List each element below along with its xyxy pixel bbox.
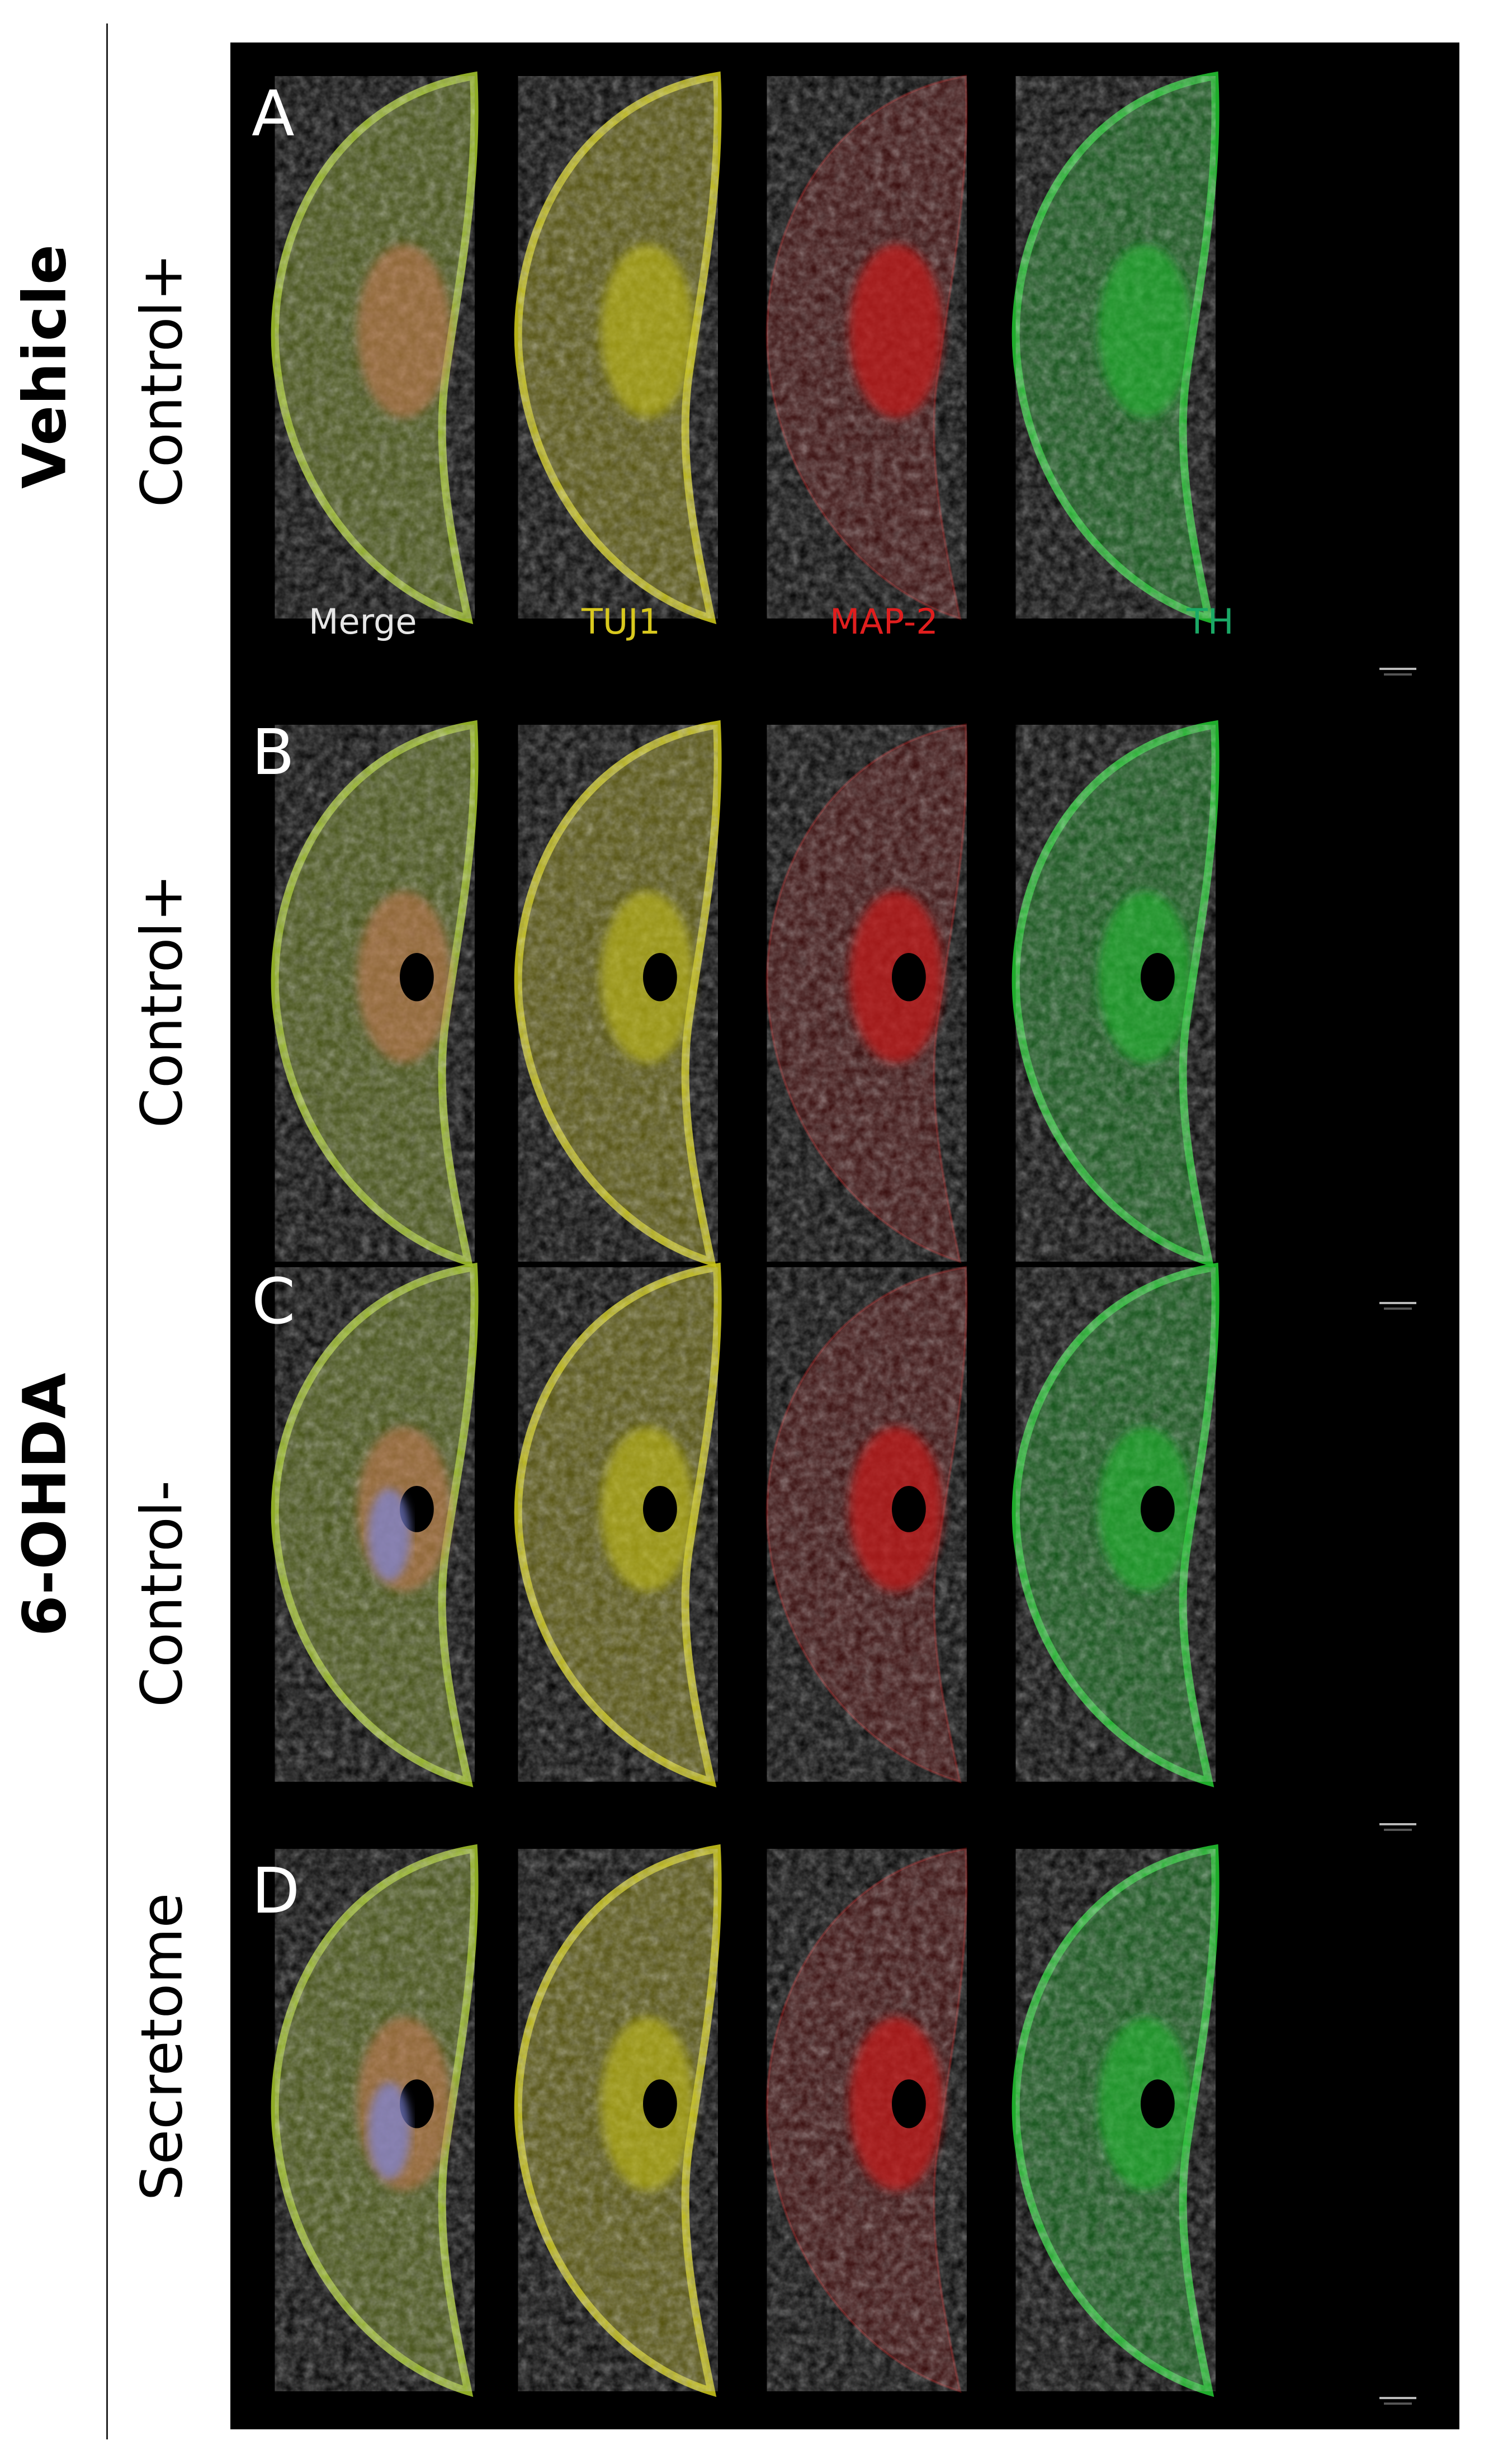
panel-letter-d: D (252, 1855, 300, 1928)
group-label-6-ohda: 6-OHDA (10, 1372, 79, 1637)
row-label-b: Control+ (129, 874, 196, 1129)
tissue-section-a-th (1012, 71, 1220, 625)
channel-label-merge: Merge (309, 601, 417, 642)
tissue-section-b-th (1012, 720, 1220, 1268)
tissue-section-c-map2 (765, 1266, 968, 1783)
tissue-section-d-merge (271, 1844, 479, 2397)
tissue-section-d-map2 (765, 1847, 968, 2393)
tissue-section-d-th (1012, 1844, 1220, 2397)
scale-bar-a (1379, 668, 1416, 676)
tissue-section-c-merge (271, 1262, 479, 1787)
scale-bar-d (1379, 2397, 1416, 2405)
tissue-section-a-tuj1 (514, 71, 722, 625)
panel-letter-a: A (252, 78, 295, 150)
row-label-a: Control+ (129, 253, 196, 508)
vertical-divider (106, 23, 108, 2439)
panel-letter-c: C (252, 1266, 296, 1338)
tissue-section-b-map2 (765, 723, 968, 1263)
tissue-section-a-merge (271, 71, 479, 625)
tissue-section-c-tuj1 (514, 1262, 722, 1787)
scale-bar-c (1379, 1823, 1416, 1831)
tissue-section-d-tuj1 (514, 1844, 722, 2397)
row-label-c: Control- (129, 1480, 196, 1707)
group-label-vehicle: Vehicle (10, 244, 79, 489)
tissue-section-c-th (1012, 1262, 1220, 1787)
tissue-section-b-merge (271, 720, 479, 1268)
channel-label-map-2: MAP-2 (830, 601, 938, 642)
tissue-images (271, 71, 1220, 2397)
scale-bar-b (1379, 1302, 1416, 1310)
channel-label-th: TH (1187, 601, 1234, 642)
panel-letter-b: B (252, 716, 295, 789)
tissue-section-a-map2 (765, 74, 968, 620)
row-label-d: Secretome (129, 1892, 196, 2201)
channel-label-tuj1: TUJ1 (582, 601, 660, 642)
tissue-section-b-tuj1 (514, 720, 722, 1268)
micrograph-panel: A B C D Merge TUJ1 MAP-2 TH (230, 43, 1459, 2429)
